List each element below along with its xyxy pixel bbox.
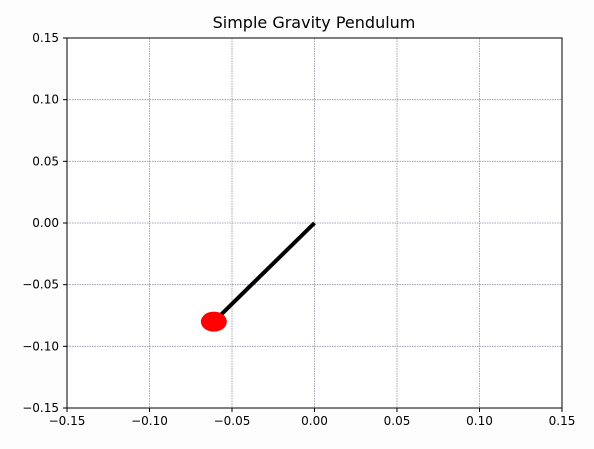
chart-title: Simple Gravity Pendulum <box>213 13 416 32</box>
x-tick-label: 0.00 <box>301 414 328 428</box>
y-tick-label: −0.10 <box>22 339 59 353</box>
data-layer <box>200 221 316 332</box>
x-tick-label: −0.05 <box>214 414 251 428</box>
ticks: −0.15 −0.10 −0.05 0.00 0.05 0.10 0.15 −0.15 −0.1… <box>22 31 575 428</box>
x-tick-label: 0.05 <box>384 414 411 428</box>
x-tick-label: −0.10 <box>131 414 168 428</box>
x-tick-label: 0.15 <box>549 414 576 428</box>
y-tick-label: 0.10 <box>32 93 59 107</box>
pendulum-bob <box>200 311 227 332</box>
y-tick-label: −0.05 <box>22 278 59 292</box>
y-tick-label: 0.15 <box>32 31 59 45</box>
pendulum-rod <box>212 221 316 324</box>
x-tick-label: 0.10 <box>466 414 493 428</box>
y-tick-label: −0.15 <box>22 401 59 415</box>
x-tick-label: −0.15 <box>49 414 86 428</box>
y-tick-label: 0.05 <box>32 154 59 168</box>
y-tick-label: 0.00 <box>32 216 59 230</box>
